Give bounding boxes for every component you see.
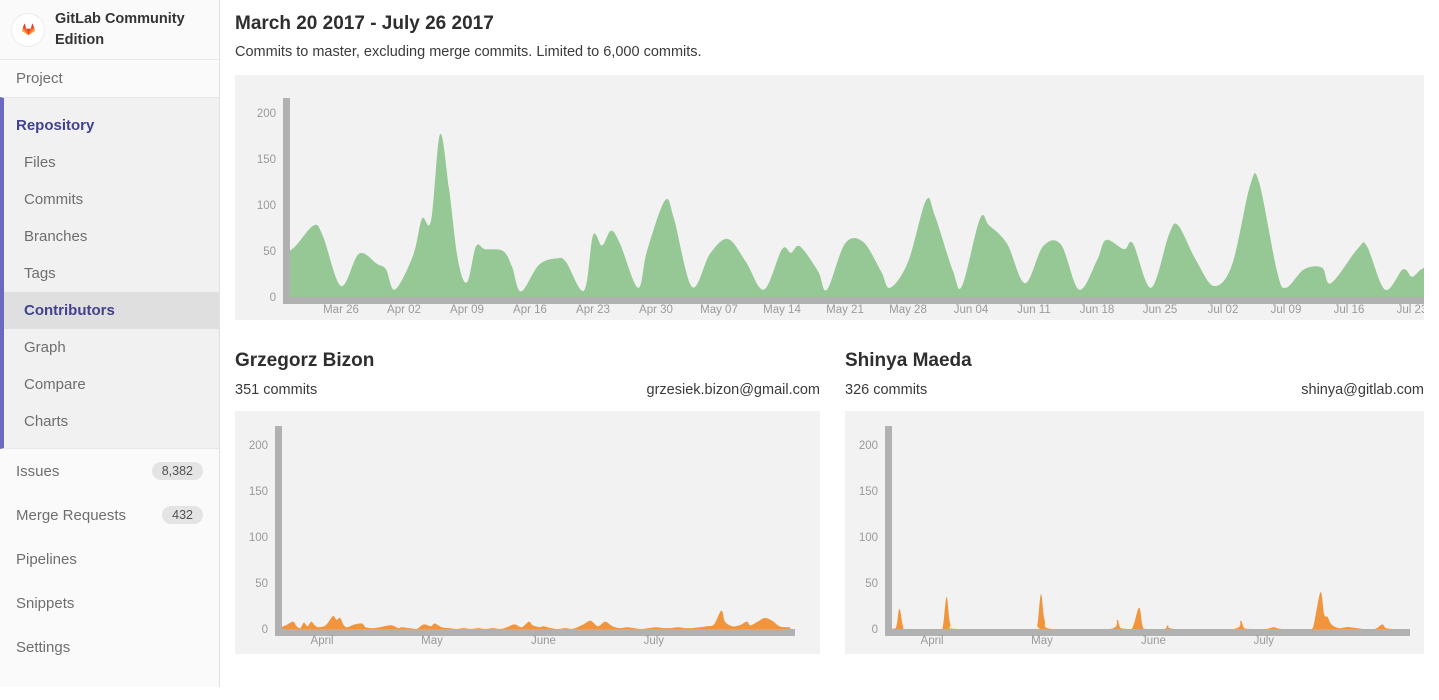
svg-text:50: 50 bbox=[263, 246, 276, 258]
sidebar-item-contributors[interactable]: Contributors bbox=[4, 292, 219, 329]
contributor-card-shinya-maeda: Shinya Maeda 326 commits shinya@gitlab.c… bbox=[845, 320, 1424, 654]
sidebar: GitLab Community Edition Project Reposit… bbox=[0, 0, 220, 687]
svg-text:200: 200 bbox=[257, 108, 276, 120]
app-title: GitLab Community Edition bbox=[55, 9, 207, 50]
svg-text:Apr 30: Apr 30 bbox=[639, 304, 673, 316]
sidebar-nav: Project Repository Files Commits Branche… bbox=[0, 60, 219, 669]
sidebar-item-merge-requests[interactable]: Merge Requests 432 bbox=[0, 493, 219, 537]
sidebar-item-label: Pipelines bbox=[16, 551, 77, 568]
svg-text:July: July bbox=[1254, 635, 1275, 647]
svg-text:Mar 26: Mar 26 bbox=[323, 304, 359, 316]
contributor-card-grzegorz-bizon: Grzegorz Bizon 351 commits grzesiek.bizo… bbox=[235, 320, 820, 654]
svg-text:May: May bbox=[1031, 635, 1053, 647]
sidebar-item-tags[interactable]: Tags bbox=[4, 255, 219, 292]
sidebar-item-compare[interactable]: Compare bbox=[4, 366, 219, 403]
sidebar-item-charts[interactable]: Charts bbox=[4, 403, 219, 440]
svg-text:Jul 02: Jul 02 bbox=[1208, 304, 1239, 316]
svg-text:May: May bbox=[421, 635, 443, 647]
page-subtitle: Commits to master, excluding merge commi… bbox=[235, 44, 1424, 60]
svg-text:Jun 11: Jun 11 bbox=[1017, 304, 1051, 316]
sidebar-item-snippets[interactable]: Snippets bbox=[0, 581, 219, 625]
svg-text:Jul 23: Jul 23 bbox=[1397, 304, 1424, 316]
svg-text:100: 100 bbox=[257, 200, 276, 212]
sidebar-item-label: Issues bbox=[16, 463, 59, 480]
page-title: March 20 2017 - July 26 2017 bbox=[235, 13, 1424, 35]
contributor-commits-chart: 0 50 100 150 200 April May June July bbox=[845, 411, 1424, 654]
sidebar-item-label: Merge Requests bbox=[16, 507, 126, 524]
master-commits-chart[interactable]: 0 50 100 150 200 Mar 26 Apr 02 Apr 09 Apr 16 Apr … bbox=[235, 75, 1424, 320]
svg-text:Jul 09: Jul 09 bbox=[1271, 304, 1302, 316]
svg-text:50: 50 bbox=[865, 578, 878, 590]
svg-text:100: 100 bbox=[249, 532, 268, 544]
gitlab-logo-icon bbox=[12, 14, 44, 46]
svg-text:Jun 25: Jun 25 bbox=[1143, 304, 1178, 316]
app-logo-header[interactable]: GitLab Community Edition bbox=[0, 0, 219, 60]
sidebar-item-label: Settings bbox=[16, 639, 70, 656]
sidebar-item-project[interactable]: Project bbox=[0, 60, 219, 97]
sidebar-item-commits[interactable]: Commits bbox=[4, 181, 219, 218]
svg-text:May 21: May 21 bbox=[826, 304, 864, 316]
svg-text:June: June bbox=[531, 635, 556, 647]
sidebar-item-issues[interactable]: Issues 8,382 bbox=[0, 449, 219, 493]
contributor-commit-count: 326 commits bbox=[845, 382, 927, 398]
svg-text:May 14: May 14 bbox=[763, 304, 801, 316]
svg-text:0: 0 bbox=[872, 624, 878, 636]
svg-text:Jun 04: Jun 04 bbox=[954, 304, 989, 316]
merge-requests-count-badge: 432 bbox=[162, 506, 203, 525]
svg-text:April: April bbox=[921, 635, 944, 647]
svg-text:June: June bbox=[1141, 635, 1166, 647]
svg-text:April: April bbox=[311, 635, 334, 647]
contributor-commits-chart-svg: 0 50 100 150 200 April May June July bbox=[235, 411, 820, 654]
svg-text:150: 150 bbox=[859, 486, 878, 498]
contributor-commit-count: 351 commits bbox=[235, 382, 317, 398]
svg-text:Apr 02: Apr 02 bbox=[387, 304, 421, 316]
contributor-commits-chart-svg: 0 50 100 150 200 April May June July bbox=[845, 411, 1424, 654]
sidebar-item-files[interactable]: Files bbox=[4, 144, 219, 181]
master-commits-chart-svg[interactable]: 0 50 100 150 200 Mar 26 Apr 02 Apr 09 Apr 16 Apr … bbox=[235, 75, 1424, 320]
svg-text:Apr 23: Apr 23 bbox=[576, 304, 610, 316]
svg-text:50: 50 bbox=[255, 578, 268, 590]
contributor-email: shinya@gitlab.com bbox=[1301, 382, 1424, 398]
svg-text:200: 200 bbox=[249, 440, 268, 452]
svg-text:Jun 18: Jun 18 bbox=[1080, 304, 1115, 316]
svg-text:200: 200 bbox=[859, 440, 878, 452]
svg-text:Apr 09: Apr 09 bbox=[450, 304, 484, 316]
svg-text:0: 0 bbox=[270, 292, 276, 304]
contributors-row: Grzegorz Bizon 351 commits grzesiek.bizo… bbox=[235, 320, 1424, 654]
svg-text:July: July bbox=[644, 635, 665, 647]
sidebar-item-label: Snippets bbox=[16, 595, 74, 612]
sidebar-item-settings[interactable]: Settings bbox=[0, 625, 219, 669]
sidebar-item-graph[interactable]: Graph bbox=[4, 329, 219, 366]
main-content: March 20 2017 - July 26 2017 Commits to … bbox=[220, 13, 1439, 654]
svg-text:150: 150 bbox=[257, 154, 276, 166]
contributor-email: grzesiek.bizon@gmail.com bbox=[647, 382, 820, 398]
sidebar-item-repository[interactable]: Repository bbox=[4, 107, 219, 144]
contributor-name: Grzegorz Bizon bbox=[235, 350, 820, 372]
svg-text:May 28: May 28 bbox=[889, 304, 927, 316]
contributor-commits-chart: 0 50 100 150 200 April May June July bbox=[235, 411, 820, 654]
svg-text:Apr 16: Apr 16 bbox=[513, 304, 547, 316]
contributor-name: Shinya Maeda bbox=[845, 350, 1424, 372]
sidebar-item-branches[interactable]: Branches bbox=[4, 218, 219, 255]
svg-text:0: 0 bbox=[262, 624, 268, 636]
sidebar-group-repository: Repository Files Commits Branches Tags C… bbox=[0, 97, 219, 449]
issues-count-badge: 8,382 bbox=[152, 462, 203, 481]
sidebar-item-pipelines[interactable]: Pipelines bbox=[0, 537, 219, 581]
svg-text:150: 150 bbox=[249, 486, 268, 498]
svg-text:Jul 16: Jul 16 bbox=[1334, 304, 1365, 316]
svg-text:100: 100 bbox=[859, 532, 878, 544]
svg-text:May 07: May 07 bbox=[700, 304, 738, 316]
